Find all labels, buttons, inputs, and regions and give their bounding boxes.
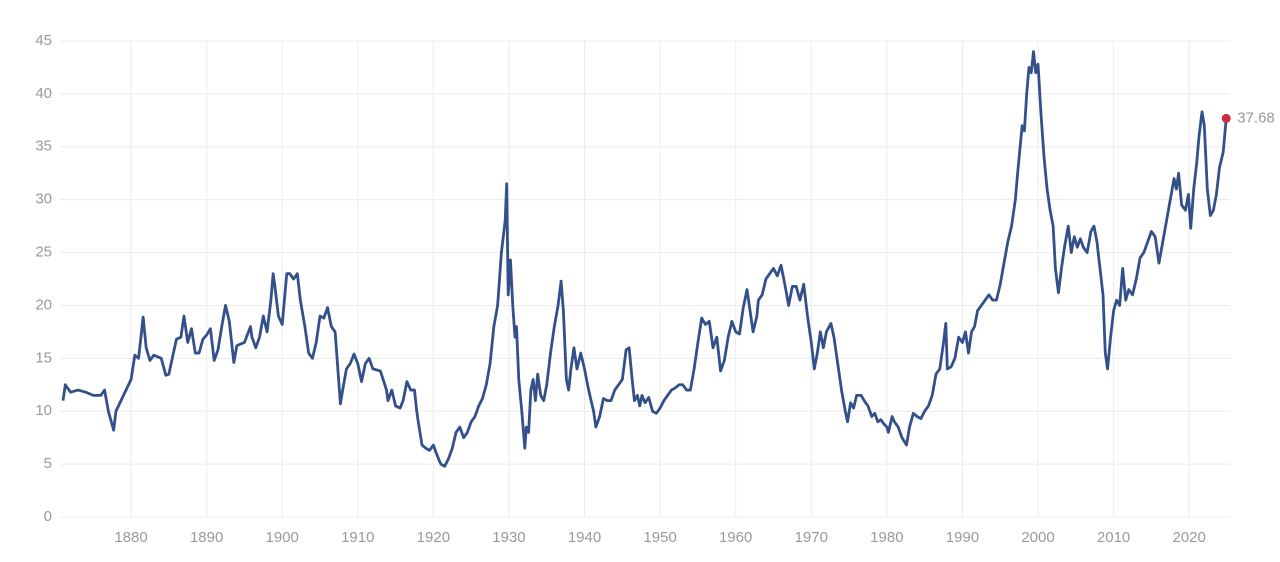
x-tick-label: 1950 [643,529,676,546]
x-tick-label: 1880 [114,529,147,546]
x-tick-label: 1910 [341,529,374,546]
x-tick-label: 1930 [492,529,525,546]
x-tick-label: 1970 [795,529,828,546]
x-tick-label: 1920 [417,529,450,546]
x-tick-label: 1900 [266,529,299,546]
x-tick-label: 1990 [946,529,979,546]
y-tick-label: 35 [35,138,52,155]
y-tick-label: 10 [35,402,52,419]
y-tick-label: 5 [44,455,52,472]
data-line [61,50,1228,468]
x-tick-label: 1960 [719,529,752,546]
y-tick-label: 25 [35,244,52,261]
y-tick-label: 30 [35,191,52,208]
x-tick-label: 1980 [870,529,903,546]
y-tick-label: 20 [35,296,52,313]
y-tick-label: 40 [35,85,52,102]
last-point [1221,113,1231,123]
last-value-label: 37.68 [1237,109,1275,126]
x-tick-label: 2010 [1097,529,1130,546]
x-tick-label: 1940 [568,529,601,546]
y-tick-label: 15 [35,349,52,366]
x-tick-label: 2020 [1172,529,1205,546]
x-tick-label: 2000 [1021,529,1054,546]
y-tick-label: 45 [35,32,52,49]
y-tick-label: 0 [44,508,52,525]
x-tick-label: 1890 [190,529,223,546]
